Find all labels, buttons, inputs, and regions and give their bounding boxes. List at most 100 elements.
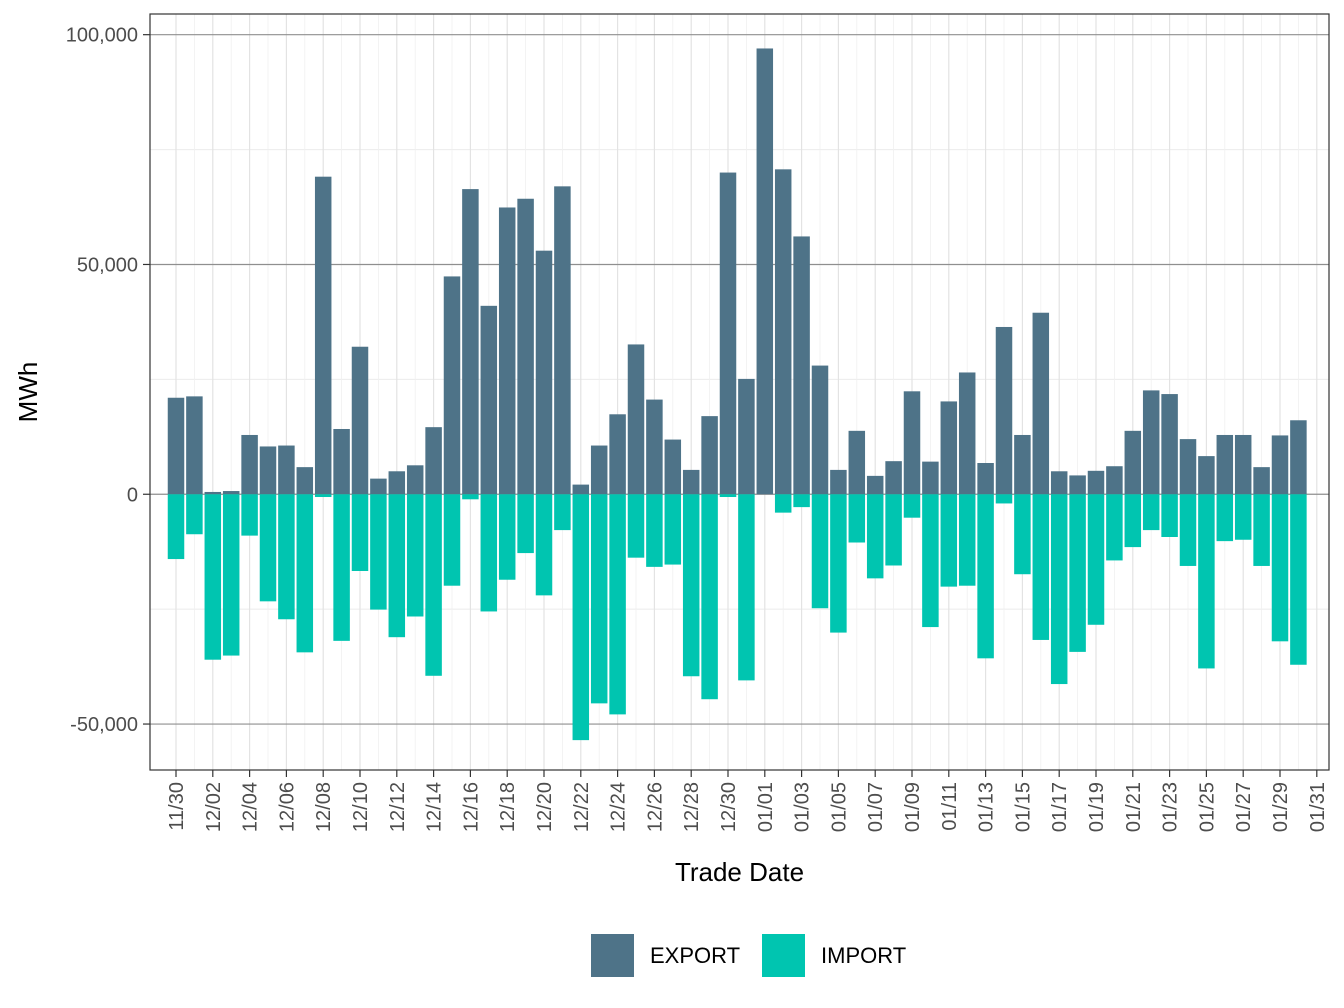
bar-export	[682, 469, 700, 495]
x-tick-label: 12/10	[350, 782, 372, 832]
bar-export	[296, 467, 314, 495]
bar-import	[572, 494, 590, 741]
x-tick-label: 12/20	[534, 782, 556, 832]
bar-import	[554, 494, 571, 531]
bar-import	[1271, 494, 1289, 642]
bar-export	[1290, 420, 1307, 495]
x-tick-label: 12/04	[240, 782, 262, 832]
bar-import	[1253, 494, 1270, 566]
bar-import	[186, 494, 203, 535]
x-tick-label: 12/30	[718, 782, 740, 832]
bar-import	[204, 494, 222, 660]
bar-import	[995, 494, 1013, 504]
bar-import	[351, 494, 369, 572]
x-tick-label: 01/15	[1012, 782, 1034, 832]
x-tick-label: 01/03	[792, 782, 814, 832]
bar-export	[774, 169, 792, 495]
x-tick-label: 01/11	[939, 782, 961, 831]
bar-import	[370, 494, 387, 610]
bar-import	[517, 494, 534, 554]
bar-export	[1216, 434, 1234, 495]
bar-export	[1161, 394, 1178, 495]
x-tick-label: 01/23	[1160, 782, 1182, 832]
bar-export	[627, 344, 645, 495]
bar-export	[406, 465, 424, 495]
bar-export	[738, 378, 755, 495]
bar-import	[738, 494, 755, 681]
bar-import	[903, 494, 921, 518]
bar-export	[278, 445, 295, 495]
bar-import	[590, 494, 608, 704]
bar-export	[462, 189, 479, 495]
bar-export	[314, 176, 332, 495]
bar-import	[866, 494, 884, 579]
bar-import	[1234, 494, 1252, 540]
bar-import	[922, 494, 939, 628]
x-tick-label: 01/29	[1270, 782, 1292, 832]
bar-import	[1069, 494, 1086, 652]
x-tick-label: 11/30	[166, 782, 188, 831]
legend: EXPORT IMPORT	[591, 934, 906, 977]
bar-export	[664, 439, 682, 495]
bar-import	[1050, 494, 1068, 685]
bar-import	[535, 494, 553, 596]
x-tick-label: 01/25	[1196, 782, 1218, 832]
bar-export	[719, 172, 737, 495]
bar-export	[811, 365, 829, 495]
bar-import	[719, 494, 737, 498]
bar-import	[885, 494, 902, 566]
bar-import	[774, 494, 792, 513]
bar-export	[222, 491, 240, 495]
bar-import	[1142, 494, 1160, 531]
y-tick-label: 50,000	[77, 254, 138, 276]
x-tick-label: 12/26	[644, 782, 666, 832]
bar-export	[1069, 475, 1086, 495]
bar-export	[866, 475, 884, 495]
bar-export	[756, 48, 774, 495]
x-tick-label: 01/07	[865, 782, 887, 832]
bar-import	[609, 494, 626, 715]
bar-import	[462, 494, 479, 500]
bar-import	[1179, 494, 1197, 566]
x-tick-label: 12/22	[571, 782, 593, 832]
x-tick-label: 12/24	[608, 782, 630, 832]
bar-export	[204, 491, 222, 495]
x-tick-label: 01/21	[1123, 782, 1145, 832]
x-tick-label: 01/05	[828, 782, 850, 832]
bar-export	[590, 445, 608, 495]
legend-key-export	[591, 934, 634, 977]
x-tick-label: 12/18	[497, 782, 519, 832]
bar-import	[480, 494, 498, 612]
legend-key-import	[762, 934, 805, 977]
x-tick-label: 01/19	[1086, 782, 1108, 832]
x-tick-label: 01/01	[755, 782, 777, 832]
bar-export	[167, 397, 185, 495]
bar-import	[1290, 494, 1307, 665]
bar-import	[388, 494, 406, 638]
bar-import	[167, 494, 185, 560]
bar-export	[701, 416, 718, 495]
bar-export	[977, 463, 994, 495]
x-tick-label: 12/16	[460, 782, 482, 832]
y-tick-label: 100,000	[66, 25, 138, 47]
bar-export	[498, 207, 516, 495]
bar-import	[811, 494, 829, 609]
bar-import	[314, 494, 332, 498]
bar-import	[1106, 494, 1123, 561]
bar-import	[1198, 494, 1215, 669]
bar-import	[1087, 494, 1105, 625]
bar-import	[241, 494, 258, 536]
bar-export	[241, 434, 258, 495]
x-tick-label: 01/17	[1049, 782, 1071, 832]
x-tick-label: 01/27	[1233, 782, 1255, 832]
bar-export	[646, 399, 663, 495]
bar-export	[940, 401, 958, 495]
bar-export	[793, 236, 810, 495]
bar-import	[1124, 494, 1142, 548]
bar-import	[278, 494, 295, 620]
bar-import	[958, 494, 976, 586]
bar-export	[259, 446, 277, 495]
bar-import	[977, 494, 994, 659]
bar-export	[903, 391, 921, 495]
bar-export	[1198, 456, 1215, 495]
